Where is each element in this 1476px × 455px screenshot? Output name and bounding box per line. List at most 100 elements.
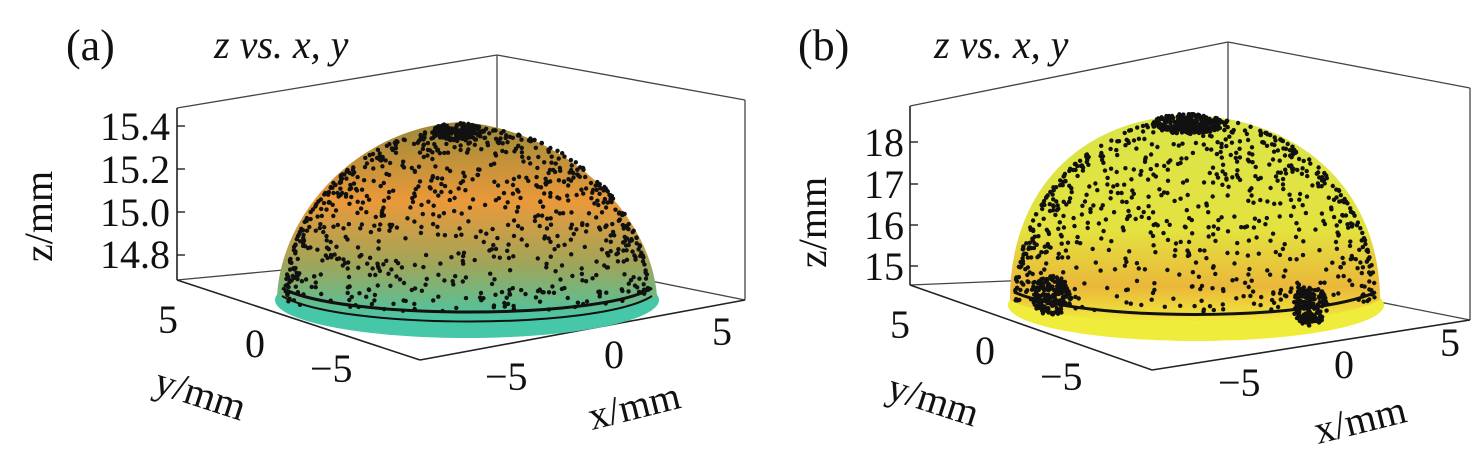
surface-marker xyxy=(1212,118,1217,124)
surface-marker xyxy=(1055,288,1061,293)
surface-marker xyxy=(546,290,552,295)
surface-marker xyxy=(317,225,322,231)
surface-marker xyxy=(1182,224,1188,229)
surface-marker xyxy=(1277,158,1282,163)
surface-marker xyxy=(1258,128,1263,133)
surface-marker xyxy=(606,253,611,258)
surface-marker xyxy=(391,301,396,306)
surface-marker xyxy=(492,277,497,282)
surface-marker xyxy=(1304,194,1310,199)
surface-marker xyxy=(548,194,553,199)
surface-marker xyxy=(1224,177,1229,182)
surface-marker xyxy=(590,276,595,281)
surface-marker xyxy=(1051,310,1057,315)
surface-marker xyxy=(302,219,307,225)
surface-marker xyxy=(620,222,625,228)
surface-marker xyxy=(624,257,630,262)
surface-marker xyxy=(335,190,340,196)
panel-a-y-label: y/mm xyxy=(149,358,252,430)
surface-marker xyxy=(1250,289,1256,294)
surface-marker xyxy=(575,300,581,305)
surface-marker xyxy=(331,224,336,229)
surface-marker xyxy=(1061,213,1066,219)
surface-marker xyxy=(1345,222,1350,227)
surface-marker xyxy=(1361,299,1366,304)
surface-marker xyxy=(1246,238,1252,243)
surface-marker xyxy=(604,238,609,243)
surface-marker xyxy=(387,160,393,166)
surface-marker xyxy=(410,199,416,205)
surface-marker xyxy=(1046,292,1051,298)
surface-marker xyxy=(1245,253,1251,258)
surface-marker xyxy=(1275,304,1281,310)
panel-b-z-axis: 18 17 16 15 z/mm xyxy=(790,120,918,289)
surface-marker xyxy=(1204,146,1210,152)
surface-marker xyxy=(1037,222,1042,228)
surface-marker xyxy=(1078,241,1083,246)
surface-marker xyxy=(1043,195,1049,200)
surface-marker xyxy=(542,160,547,165)
surface-marker xyxy=(1207,170,1213,176)
surface-marker xyxy=(299,279,305,284)
surface-marker xyxy=(1068,166,1073,171)
surface-marker xyxy=(436,272,441,277)
surface-marker xyxy=(1210,194,1215,199)
surface-marker xyxy=(458,143,463,148)
surface-marker xyxy=(500,148,505,154)
surface-marker xyxy=(1190,284,1195,289)
surface-marker xyxy=(1277,252,1283,258)
surface-marker xyxy=(1178,303,1183,308)
surface-marker xyxy=(1273,249,1279,255)
panel-b-x-tick: −5 xyxy=(1218,360,1261,405)
surface-marker xyxy=(586,211,592,216)
surface-marker xyxy=(1352,213,1357,218)
surface-marker xyxy=(1178,196,1183,201)
surface-marker xyxy=(1360,230,1365,236)
surface-marker xyxy=(1050,208,1056,213)
panel-a-x-tick: 0 xyxy=(604,332,624,377)
surface-marker xyxy=(1223,137,1228,142)
surface-marker xyxy=(506,242,511,247)
surface-marker xyxy=(324,233,329,239)
surface-marker xyxy=(386,172,392,178)
surface-marker xyxy=(1204,256,1209,261)
surface-marker xyxy=(444,141,449,147)
surface-marker xyxy=(1222,127,1227,133)
surface-marker xyxy=(430,174,436,179)
surface-marker xyxy=(1075,173,1080,179)
surface-marker xyxy=(1061,289,1067,294)
surface-marker xyxy=(510,135,515,140)
surface-marker xyxy=(1086,154,1091,160)
surface-marker xyxy=(517,133,522,138)
surface-marker xyxy=(1134,261,1140,266)
surface-marker xyxy=(1250,152,1255,157)
surface-marker xyxy=(1165,237,1171,243)
surface-marker xyxy=(1275,178,1280,183)
surface-marker xyxy=(366,197,372,202)
surface-marker xyxy=(1114,147,1119,153)
surface-marker xyxy=(320,258,325,263)
surface-marker xyxy=(1219,144,1224,150)
surface-marker xyxy=(1298,315,1304,320)
surface-marker xyxy=(412,286,418,291)
surface-marker xyxy=(628,278,634,283)
surface-marker xyxy=(368,229,374,235)
surface-marker xyxy=(1134,278,1140,284)
surface-marker xyxy=(548,239,553,244)
surface-marker xyxy=(355,245,361,250)
surface-marker xyxy=(538,185,544,190)
surface-marker xyxy=(1165,190,1170,196)
surface-marker xyxy=(376,265,381,271)
surface-marker xyxy=(1295,280,1300,285)
panel-a-label: (a) xyxy=(66,21,115,70)
surface-marker xyxy=(476,125,482,130)
panel-a-x-tick: −5 xyxy=(485,354,528,399)
surface-marker xyxy=(370,151,376,157)
surface-marker xyxy=(480,129,485,135)
surface-marker xyxy=(460,126,466,132)
surface-marker xyxy=(1120,225,1126,230)
surface-marker xyxy=(1246,198,1251,203)
surface-marker xyxy=(493,151,498,156)
surface-marker xyxy=(560,211,566,216)
surface-marker xyxy=(349,294,354,300)
